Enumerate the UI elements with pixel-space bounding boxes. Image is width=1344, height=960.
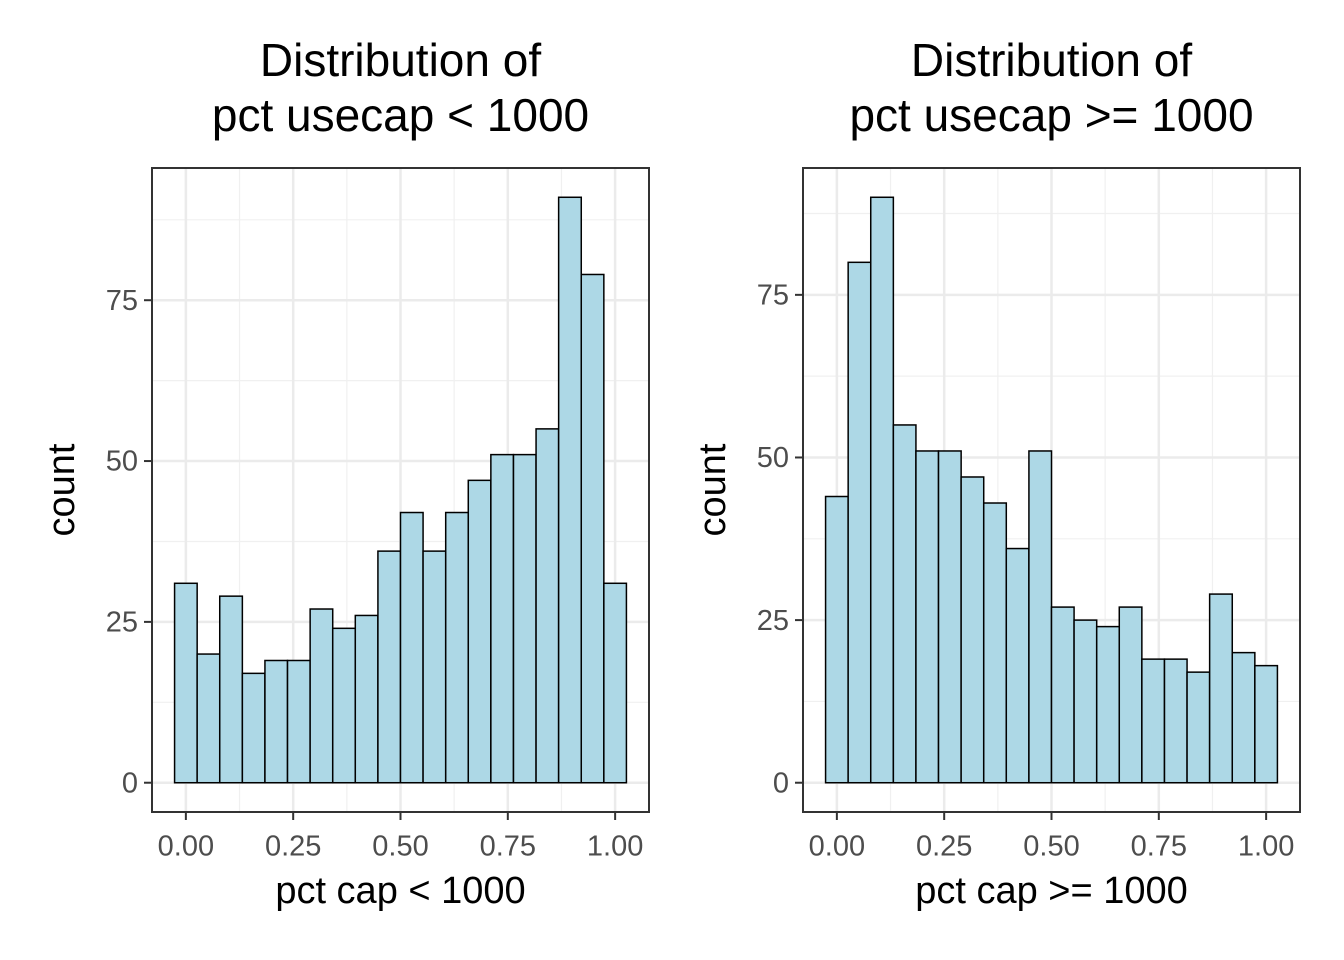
x-tick-label: 1.00 xyxy=(1238,831,1294,863)
x-tick-label: 0.00 xyxy=(809,831,865,863)
chart-title: Distribution of xyxy=(260,34,541,86)
bar xyxy=(1050,606,1075,784)
bar xyxy=(218,595,244,784)
bar xyxy=(286,659,311,784)
bar xyxy=(960,476,985,784)
y-tick-label: 50 xyxy=(757,442,789,474)
y-tick-label: 0 xyxy=(773,767,789,799)
bar xyxy=(1254,664,1279,784)
bar xyxy=(1186,671,1211,784)
bar xyxy=(1231,651,1256,784)
bar xyxy=(535,428,560,784)
panel-border xyxy=(802,167,1301,813)
bar xyxy=(1073,619,1098,784)
x-tick-label: 0.50 xyxy=(372,831,428,863)
y-tick-label: 75 xyxy=(106,285,138,317)
bar xyxy=(1005,547,1030,784)
bar xyxy=(422,550,447,784)
bar xyxy=(869,196,895,784)
bar xyxy=(264,659,289,784)
y-tick-label: 25 xyxy=(106,607,138,639)
y-tick-label: 25 xyxy=(757,605,789,637)
bar xyxy=(1208,593,1234,784)
bar xyxy=(354,614,379,784)
bar xyxy=(603,582,628,784)
bar xyxy=(377,550,402,784)
bar xyxy=(824,495,849,784)
bar xyxy=(1118,606,1143,784)
bar xyxy=(982,502,1008,784)
bar xyxy=(892,424,917,784)
bar xyxy=(399,511,424,784)
bar xyxy=(557,196,583,784)
x-axis-title: pct cap < 1000 xyxy=(275,870,525,912)
bar xyxy=(915,450,940,784)
bar xyxy=(173,582,198,784)
panel-border xyxy=(151,167,650,813)
x-tick-label: 0.25 xyxy=(916,831,972,863)
bar xyxy=(467,479,492,784)
bar xyxy=(937,450,962,784)
y-axis-title: count xyxy=(692,443,734,536)
y-tick-label: 50 xyxy=(106,446,138,478)
x-tick-label: 0.00 xyxy=(158,831,214,863)
bar xyxy=(1141,658,1166,784)
chart-title: Distribution of xyxy=(911,34,1192,86)
bar xyxy=(1095,625,1121,784)
bar xyxy=(1163,658,1188,784)
bar xyxy=(309,608,334,784)
bar xyxy=(444,511,470,784)
y-axis-title: count xyxy=(41,443,83,536)
bar xyxy=(512,453,537,784)
bar xyxy=(331,627,357,784)
bar xyxy=(580,273,605,784)
x-axis-title: pct cap >= 1000 xyxy=(915,870,1188,912)
y-tick-label: 75 xyxy=(757,280,789,312)
x-tick-label: 0.75 xyxy=(480,831,536,863)
bar xyxy=(241,672,266,784)
bar xyxy=(847,261,872,784)
x-tick-label: 1.00 xyxy=(587,831,643,863)
chart-title: pct usecap < 1000 xyxy=(212,89,589,141)
x-tick-label: 0.50 xyxy=(1023,831,1079,863)
bar xyxy=(1028,450,1053,784)
chart-title: pct usecap >= 1000 xyxy=(849,89,1253,141)
x-tick-label: 0.75 xyxy=(1131,831,1187,863)
y-tick-label: 0 xyxy=(122,767,138,799)
bar xyxy=(490,453,515,784)
bar xyxy=(196,653,221,784)
x-tick-label: 0.25 xyxy=(265,831,321,863)
